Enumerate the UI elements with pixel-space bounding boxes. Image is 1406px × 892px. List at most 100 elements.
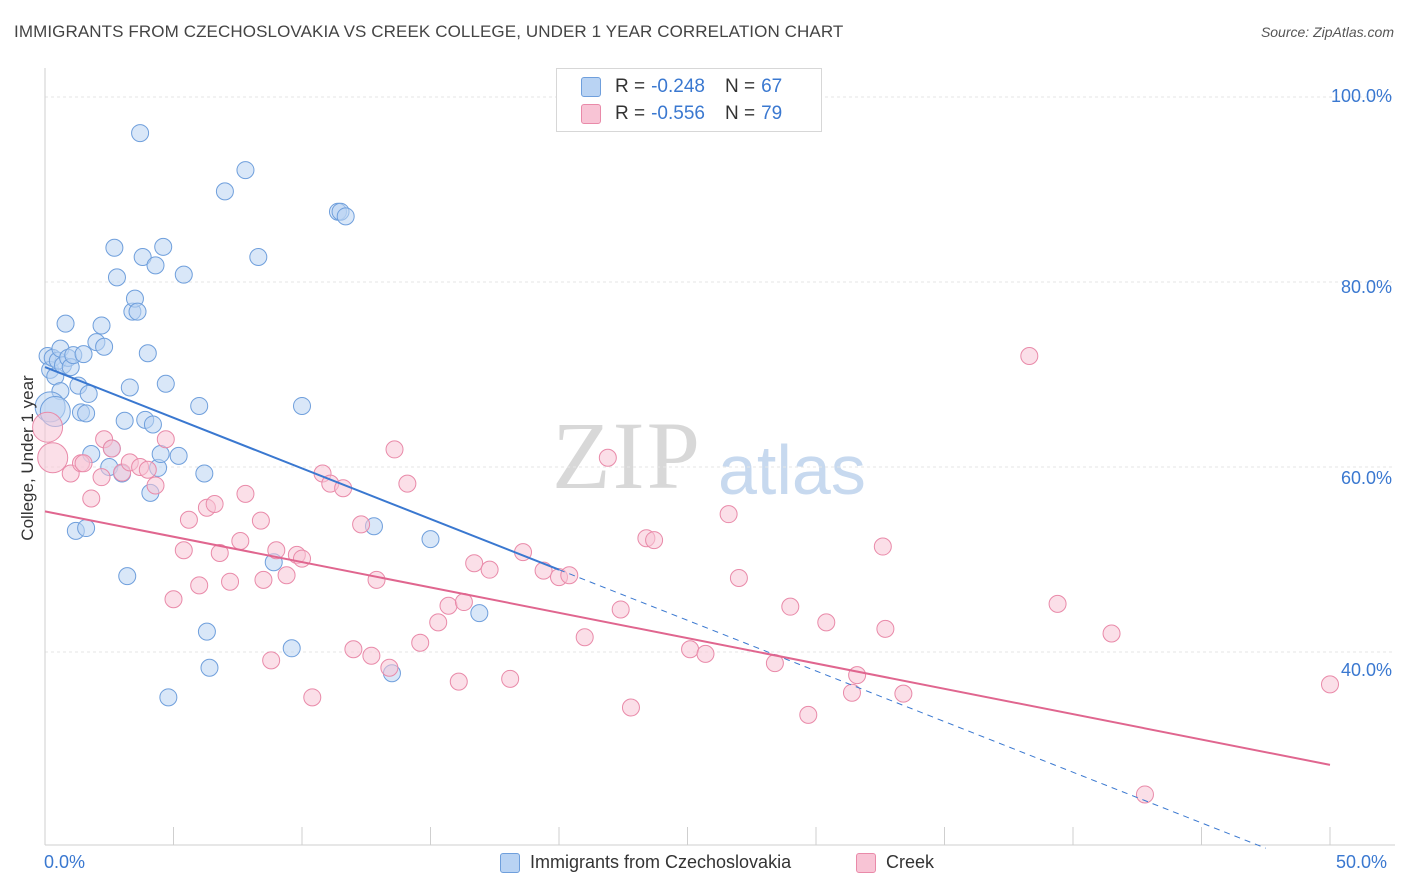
point-creek xyxy=(439,596,458,615)
point-czechoslovakia xyxy=(249,248,268,267)
point-creek xyxy=(598,448,617,467)
point-czechoslovakia xyxy=(197,622,216,641)
bottom-legend-czechoslovakia: Immigrants from Czechoslovakia xyxy=(500,852,791,873)
point-creek xyxy=(82,489,101,508)
point-creek xyxy=(560,566,579,585)
trend-line-czechoslovakia-extension xyxy=(558,569,1266,849)
point-czechoslovakia xyxy=(146,256,165,275)
point-creek xyxy=(575,628,594,647)
point-creek xyxy=(534,561,553,580)
point-czechoslovakia xyxy=(95,337,114,356)
point-creek xyxy=(92,468,111,487)
point-creek xyxy=(74,454,93,473)
point-creek xyxy=(190,576,209,595)
point-creek xyxy=(146,476,165,495)
point-creek xyxy=(501,669,520,688)
point-creek xyxy=(344,640,363,659)
legend-swatch-pink xyxy=(581,104,601,124)
y-axis-label: College, Under 1 year xyxy=(18,375,37,541)
point-creek xyxy=(411,633,430,652)
point-creek xyxy=(251,511,270,530)
legend-row-creek: R = -0.556 N = 79 xyxy=(581,101,782,127)
point-creek xyxy=(303,688,322,707)
point-czechoslovakia xyxy=(190,396,209,415)
point-creek xyxy=(262,651,281,670)
bottom-legend-swatch-pink xyxy=(856,852,876,873)
point-creek xyxy=(231,532,250,550)
point-czechoslovakia xyxy=(293,396,311,415)
point-creek xyxy=(781,597,800,616)
legend-n-value: 67 xyxy=(761,76,783,97)
point-creek xyxy=(1020,347,1039,365)
point-creek xyxy=(352,515,371,534)
source-label: Source: ZipAtlas.com xyxy=(1260,24,1394,40)
point-creek xyxy=(362,646,381,665)
bottom-legend-label: Immigrants from Czechoslovakia xyxy=(530,852,792,872)
legend-n-value: 79 xyxy=(761,103,783,124)
point-creek xyxy=(1102,624,1121,643)
point-creek xyxy=(385,440,404,459)
point-creek xyxy=(876,619,895,638)
x-tick-0: 0.0% xyxy=(44,852,86,872)
point-creek xyxy=(696,644,715,663)
point-creek xyxy=(156,430,175,449)
y-tick-80: 80.0% xyxy=(1340,277,1392,297)
point-creek xyxy=(293,549,311,568)
point-czechoslovakia xyxy=(105,238,124,257)
watermark-atlas: atlas xyxy=(718,431,866,509)
trend-line-czechoslovakia xyxy=(44,366,560,571)
point-czechoslovakia xyxy=(195,464,214,483)
point-czechoslovakia xyxy=(336,207,355,226)
point-creek xyxy=(221,572,240,591)
point-creek xyxy=(645,531,664,550)
point-czechoslovakia xyxy=(159,688,178,707)
point-creek xyxy=(729,569,748,587)
point-creek xyxy=(480,560,499,579)
point-creek xyxy=(254,570,273,589)
legend-r-value: -0.556 xyxy=(651,103,705,124)
point-creek xyxy=(32,411,64,443)
point-czechoslovakia xyxy=(138,344,157,363)
point-creek xyxy=(236,484,255,503)
point-czechoslovakia xyxy=(143,415,162,434)
point-czechoslovakia xyxy=(421,530,440,549)
point-creek xyxy=(429,613,448,632)
point-czechoslovakia xyxy=(131,124,150,143)
point-czechoslovakia xyxy=(156,374,175,393)
point-creek xyxy=(465,554,484,573)
legend-swatch-blue xyxy=(581,77,601,97)
point-creek xyxy=(102,439,121,458)
point-czechoslovakia xyxy=(56,314,75,333)
point-czechoslovakia xyxy=(169,446,188,465)
point-creek xyxy=(210,544,229,563)
point-creek xyxy=(37,442,69,474)
point-creek xyxy=(277,566,296,585)
point-czechoslovakia xyxy=(154,237,173,256)
x-tick-50: 50.0% xyxy=(1336,852,1388,872)
y-tick-100: 100.0% xyxy=(1330,86,1392,106)
point-czechoslovakia xyxy=(128,302,147,321)
point-czechoslovakia xyxy=(470,604,489,623)
point-czechoslovakia xyxy=(107,268,126,287)
point-czechoslovakia xyxy=(74,345,93,364)
point-czechoslovakia xyxy=(174,265,193,284)
point-creek xyxy=(1048,594,1067,613)
point-czechoslovakia xyxy=(79,384,98,403)
stats-legend: R = -0.248 N = 67 R = -0.556 N = 79 xyxy=(556,68,822,132)
point-creek xyxy=(799,705,818,724)
point-creek xyxy=(894,684,913,703)
point-czechoslovakia xyxy=(118,567,137,586)
bottom-legend-swatch-blue xyxy=(500,852,520,873)
point-czechoslovakia xyxy=(92,316,111,335)
legend-r-label: R = xyxy=(615,76,646,97)
legend-r-label: R = xyxy=(615,103,646,124)
point-creek xyxy=(205,495,224,513)
point-creek xyxy=(179,510,198,529)
bottom-legend-creek: Creek xyxy=(856,852,934,873)
point-creek xyxy=(380,658,399,677)
point-creek xyxy=(842,683,861,702)
point-czechoslovakia xyxy=(282,639,301,658)
point-creek xyxy=(267,541,286,560)
y-tick-40: 40.0% xyxy=(1340,660,1392,680)
bottom-legend-label: Creek xyxy=(886,852,935,872)
